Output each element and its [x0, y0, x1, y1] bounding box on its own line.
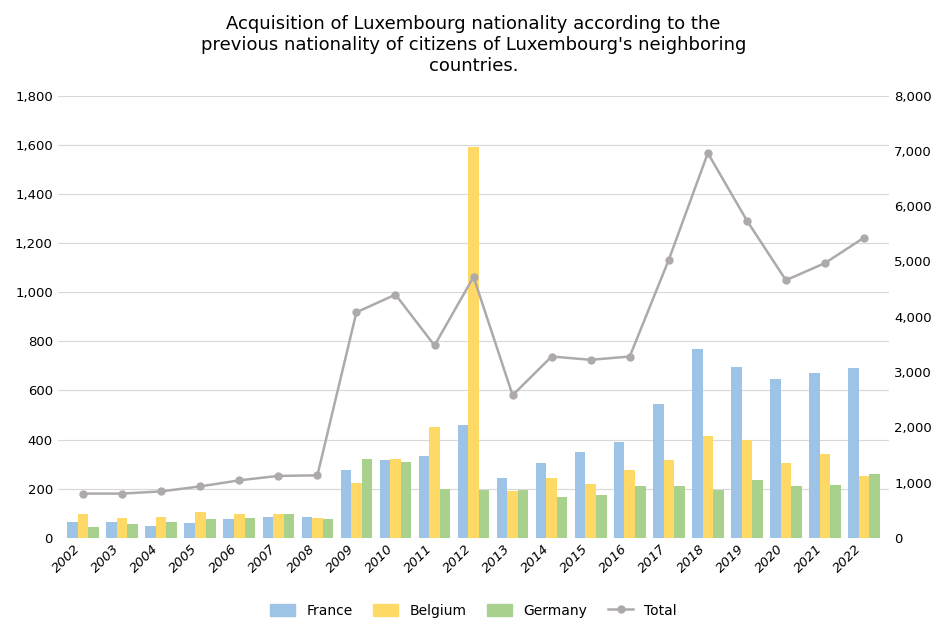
Bar [262, 517, 273, 538]
Bar [116, 518, 128, 538]
Bar [713, 490, 724, 538]
Bar [244, 518, 255, 538]
Bar [614, 442, 624, 538]
Bar [635, 486, 646, 538]
Total [507, 391, 518, 399]
Bar [791, 486, 802, 538]
Bar [468, 147, 479, 538]
Total [78, 490, 89, 497]
Bar [518, 490, 528, 538]
Bar [88, 527, 98, 538]
Total [742, 217, 753, 224]
Bar [67, 522, 78, 538]
Total [819, 259, 831, 267]
Bar [185, 523, 195, 538]
Line: Total: Total [80, 150, 867, 497]
Total [273, 472, 284, 479]
Total [585, 356, 597, 364]
Bar [809, 373, 820, 538]
Total [858, 234, 869, 241]
Total [663, 256, 674, 264]
Bar [731, 367, 742, 538]
Legend: France, Belgium, Germany, Total: France, Belgium, Germany, Total [263, 597, 684, 625]
Bar [234, 514, 244, 538]
Bar [546, 478, 557, 538]
Bar [156, 517, 167, 538]
Total [468, 273, 479, 281]
Bar [223, 519, 234, 538]
Bar [313, 518, 323, 538]
Bar [703, 436, 713, 538]
Bar [585, 484, 596, 538]
Total [390, 291, 402, 298]
Bar [557, 497, 567, 538]
Total [116, 490, 128, 497]
Bar [205, 519, 216, 538]
Bar [752, 480, 762, 538]
Bar [106, 522, 116, 538]
Total [546, 352, 558, 360]
Total [350, 309, 362, 316]
Total [429, 342, 440, 349]
Bar [341, 471, 351, 538]
Bar [195, 512, 205, 538]
Bar [301, 517, 313, 538]
Bar [457, 425, 468, 538]
Bar [653, 404, 664, 538]
Bar [439, 489, 451, 538]
Bar [401, 462, 411, 538]
Bar [624, 471, 635, 538]
Total [312, 472, 323, 479]
Bar [146, 526, 156, 538]
Bar [167, 522, 177, 538]
Bar [497, 478, 508, 538]
Total [194, 483, 205, 490]
Total [624, 352, 635, 360]
Bar [351, 483, 362, 538]
Bar [536, 463, 546, 538]
Bar [128, 525, 138, 538]
Bar [419, 455, 429, 538]
Bar [859, 476, 869, 538]
Bar [283, 514, 295, 538]
Total [234, 476, 245, 484]
Total [155, 488, 167, 495]
Bar [780, 463, 791, 538]
Bar [831, 485, 841, 538]
Bar [390, 459, 401, 538]
Title: Acquisition of Luxembourg nationality according to the
previous nationality of c: Acquisition of Luxembourg nationality ac… [201, 15, 746, 74]
Bar [770, 379, 780, 538]
Total [702, 149, 713, 157]
Bar [429, 427, 439, 538]
Bar [692, 349, 703, 538]
Bar [508, 491, 518, 538]
Bar [664, 460, 674, 538]
Bar [273, 514, 283, 538]
Bar [323, 519, 333, 538]
Bar [380, 460, 390, 538]
Bar [479, 490, 490, 538]
Bar [869, 474, 880, 538]
Bar [674, 486, 685, 538]
Bar [742, 439, 752, 538]
Bar [78, 514, 88, 538]
Bar [820, 454, 831, 538]
Bar [596, 495, 606, 538]
Bar [575, 452, 585, 538]
Bar [849, 368, 859, 538]
Bar [362, 459, 372, 538]
Total [780, 276, 792, 284]
